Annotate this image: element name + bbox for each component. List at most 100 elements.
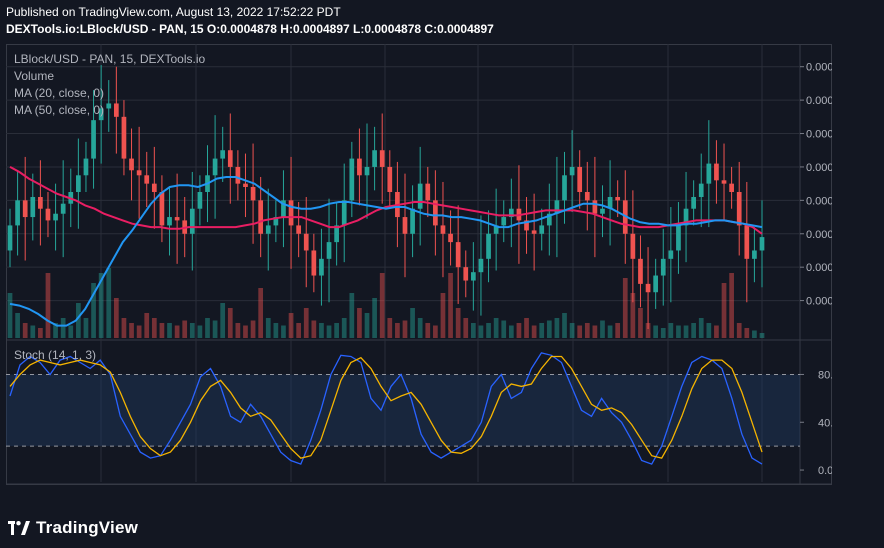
volume-bar [524, 318, 529, 338]
candle-body [706, 163, 712, 184]
volume-bar [417, 318, 423, 338]
price-tick-label: 0.0005040 [806, 262, 832, 274]
volume-bar [493, 318, 499, 338]
volume-bar [341, 318, 347, 338]
volume-bar [379, 273, 385, 338]
stoch-d-line [9, 355, 763, 459]
volume-bar [220, 303, 226, 338]
volume-bar [83, 318, 89, 338]
volume-bar [227, 308, 233, 338]
volume-bar [539, 323, 545, 338]
volume-bar [425, 323, 431, 338]
candle-body [22, 200, 28, 218]
candle-body [106, 103, 112, 109]
volume-bar [144, 313, 150, 338]
candle-body [493, 225, 499, 234]
volume-bar [501, 320, 507, 338]
price-tick-label: 0.0005100 [806, 162, 832, 174]
volume-bar [744, 328, 750, 338]
candle-body [227, 150, 233, 167]
candle-body [600, 208, 605, 214]
volume-bar [197, 325, 203, 338]
tradingview-logo[interactable]: TradingView [8, 518, 138, 538]
candle-body [129, 158, 134, 171]
candle-body [410, 208, 415, 234]
volume-bar [562, 313, 567, 338]
candle-body [387, 166, 393, 192]
candle-body [319, 258, 324, 276]
candle-body [296, 225, 302, 234]
candle-body [30, 197, 36, 218]
volume-bar [531, 325, 537, 338]
volume-bar [22, 323, 28, 338]
volume-bar [7, 293, 13, 338]
candle-body [562, 175, 567, 201]
candle-body [402, 217, 408, 234]
candle-body [174, 217, 180, 221]
volume-bar [554, 318, 560, 338]
candle-body [197, 192, 203, 209]
volume-bar [714, 325, 719, 338]
price-tick-label: 0.0005120 [806, 129, 832, 141]
volume-bar [182, 320, 188, 338]
volume-bar [752, 330, 757, 338]
candle-body [508, 208, 514, 218]
volume-bar [630, 293, 636, 338]
candle-body [303, 233, 309, 251]
volume-bar [584, 323, 590, 338]
volume-bar [129, 323, 134, 338]
candle-body [341, 200, 347, 226]
candle-body [653, 275, 659, 293]
volume-bar [455, 308, 461, 338]
candle-body [440, 225, 446, 234]
volume-bar [30, 325, 36, 338]
candle-body [159, 192, 165, 226]
chart-svg[interactable]: 0.0005020 0.0005040 0.0005060 0.0005080 0.00… [6, 44, 858, 503]
chart-frame[interactable]: 0.0005020 0.0005040 0.0005060 0.0005080 0.00… [6, 44, 858, 503]
candle-body [470, 272, 476, 281]
candle-body [577, 166, 583, 192]
candle-body [220, 150, 226, 159]
candle-body [478, 258, 484, 273]
candle-body [45, 208, 51, 221]
volume-bar [265, 318, 271, 338]
candle-body [334, 225, 339, 243]
stoch-tick-label: 0.00 [818, 465, 832, 477]
volume-bar [174, 325, 180, 338]
candle-body [539, 225, 545, 234]
volume-bar [577, 325, 583, 338]
candle-body [691, 197, 696, 209]
stoch-axis[interactable]: 0.00 40.00 80.00 [800, 369, 846, 477]
volume-bar [600, 320, 605, 338]
volume-bar [273, 323, 279, 338]
price-axis[interactable]: 0.0005020 0.0005040 0.0005060 0.0005080 0.00… [800, 62, 858, 308]
volume-bar [508, 325, 514, 338]
candle-body [455, 242, 461, 268]
candle-body [645, 283, 651, 293]
volume-bar [258, 288, 264, 338]
stoch-band [6, 374, 800, 447]
candle-body [98, 108, 104, 121]
volume-bar [303, 308, 309, 338]
volume-bar [615, 323, 621, 338]
candle-body [273, 217, 279, 226]
price-tick-label: 0.0005160 [806, 62, 832, 74]
candle-body [83, 158, 89, 176]
candle-body [364, 166, 370, 176]
candle-body [531, 230, 537, 234]
volume-bar [349, 293, 355, 338]
volume-bar [53, 323, 58, 338]
legend-stoch: Stoch (14, 1, 3) [14, 348, 97, 362]
candle-body [554, 200, 560, 214]
volume-bar [683, 325, 689, 338]
volume-bar [212, 320, 218, 338]
candle-body [721, 180, 727, 184]
candle-body [729, 183, 734, 192]
volume-bar [60, 318, 66, 338]
volume-bar [334, 323, 339, 338]
candle-body [53, 213, 58, 221]
candle-body [357, 158, 362, 176]
stoch-k-line [9, 352, 763, 465]
volume-bar [288, 313, 294, 338]
volume-bars [7, 268, 765, 338]
